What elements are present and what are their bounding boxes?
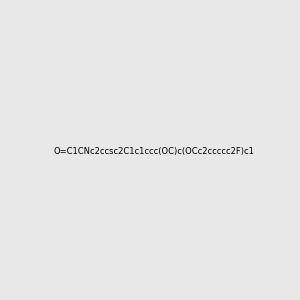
Text: O=C1CNc2ccsc2C1c1ccc(OC)c(OCc2ccccc2F)c1: O=C1CNc2ccsc2C1c1ccc(OC)c(OCc2ccccc2F)c1	[53, 147, 254, 156]
